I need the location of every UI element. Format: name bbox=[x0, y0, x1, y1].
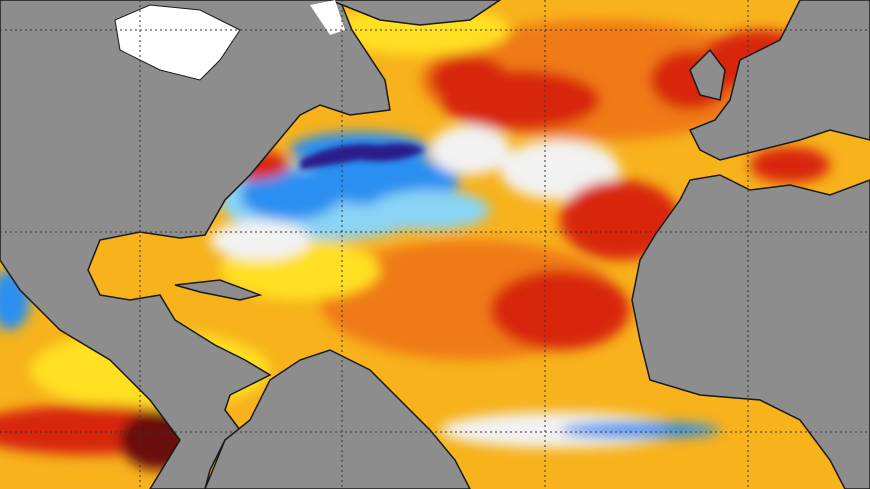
anomaly-patch bbox=[240, 170, 340, 220]
british-isles-landmass bbox=[689, 48, 726, 101]
anomaly-patch bbox=[210, 220, 310, 260]
cold-anomaly-core bbox=[300, 143, 425, 170]
cuba-landmass bbox=[174, 279, 263, 301]
anomaly-patch bbox=[560, 422, 720, 438]
greenland-landmass bbox=[329, 0, 502, 26]
sea-ice-layer bbox=[114, 0, 345, 81]
anomaly-patch bbox=[490, 270, 630, 350]
africa-landmass bbox=[631, 174, 870, 489]
arctic-ice bbox=[114, 4, 241, 81]
anomaly-patch bbox=[500, 140, 620, 200]
baffin-ice bbox=[310, 0, 345, 35]
anomaly-patch bbox=[430, 125, 510, 175]
south-america-landmass bbox=[204, 349, 471, 489]
europe-landmass bbox=[688, 0, 870, 161]
north-america-landmass bbox=[0, 0, 391, 489]
anomaly-patch bbox=[560, 180, 680, 260]
anomaly-patch bbox=[430, 55, 510, 105]
anomaly-patch bbox=[370, 190, 490, 230]
anomaly-patch bbox=[750, 147, 830, 183]
